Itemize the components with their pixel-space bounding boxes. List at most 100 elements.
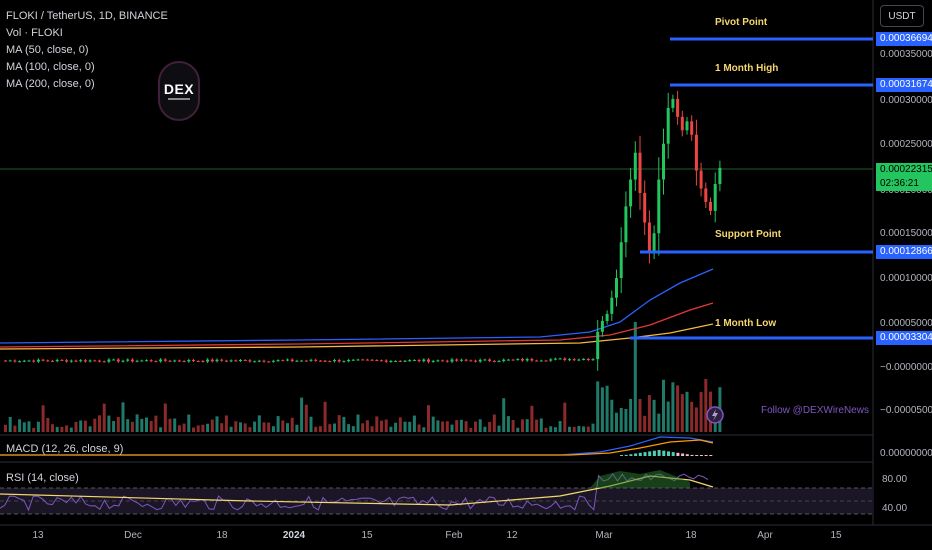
lightning-icon[interactable]: [706, 406, 724, 424]
candle-body: [506, 359, 510, 361]
volume-bar: [281, 420, 285, 432]
x-tick: Dec: [124, 530, 142, 541]
macd-histogram-bar: [662, 450, 666, 456]
volume-bar: [83, 420, 87, 432]
volume-bar: [511, 420, 515, 432]
candle-body: [159, 359, 163, 362]
candle-body: [220, 359, 224, 361]
candle-body: [530, 359, 534, 361]
countdown-tag: 02:36:21: [876, 177, 932, 191]
candlesticks: [4, 91, 722, 371]
candle-body: [32, 360, 36, 362]
volume-bar: [563, 402, 567, 432]
candle-body: [582, 358, 586, 360]
volume-legend[interactable]: Vol · FLOKI: [6, 27, 63, 39]
symbol-title[interactable]: FLOKI / TetherUS, 1D, BINANCE: [6, 10, 168, 22]
volume-bar: [549, 426, 553, 432]
volume-bar: [412, 415, 416, 432]
ma200-line: [0, 323, 714, 350]
volume-bar: [187, 414, 191, 432]
rsi-legend[interactable]: RSI (14, close): [6, 472, 79, 484]
volume-bar: [619, 408, 623, 432]
volume-bar: [610, 399, 614, 432]
volume-bars: [4, 322, 722, 432]
candle-body: [262, 360, 266, 362]
candle-body: [577, 359, 581, 361]
candle-body: [610, 297, 614, 314]
volume-bar: [149, 420, 153, 432]
volume-bar: [93, 418, 97, 432]
ma200-legend[interactable]: MA (200, close, 0): [6, 78, 95, 90]
y-tick: 0.00035000: [880, 49, 932, 60]
support-point-label: Support Point: [715, 229, 782, 240]
currency-button[interactable]: USDT: [880, 5, 924, 27]
volume-bar: [130, 421, 134, 432]
candle-body: [46, 360, 50, 362]
volume-bar: [694, 407, 698, 432]
candle-body: [502, 359, 506, 362]
volume-bar: [685, 391, 689, 432]
candle-body: [271, 360, 275, 362]
candle-body: [102, 361, 106, 363]
volume-bar: [159, 427, 163, 432]
volume-bar: [145, 417, 148, 432]
volume-bar: [474, 421, 477, 432]
volume-bar: [422, 427, 426, 432]
candle-body: [403, 360, 407, 362]
candle-body: [60, 359, 64, 361]
candle-body: [619, 242, 623, 279]
volume-bar: [318, 426, 322, 432]
candle-body: [196, 360, 200, 362]
macd-legend[interactable]: MACD (12, 26, close, 9): [6, 443, 124, 455]
candle-body: [361, 359, 365, 361]
volume-bar: [680, 394, 684, 432]
macd-signal-line: [0, 439, 714, 456]
x-tick: Apr: [757, 530, 773, 541]
candle-body: [662, 143, 665, 180]
candle-body: [699, 170, 703, 189]
volume-bar: [51, 424, 54, 432]
candle-body: [88, 360, 92, 362]
volume-bar: [690, 401, 694, 432]
candle-body: [422, 359, 426, 362]
candle-body: [13, 360, 17, 362]
volume-bar: [243, 423, 247, 432]
candle-body: [126, 359, 130, 361]
x-tick: 18: [685, 530, 697, 541]
candle-body: [521, 359, 524, 361]
candle-body: [525, 359, 529, 361]
volume-bar: [60, 426, 64, 432]
month-high-label: 1 Month High: [715, 63, 779, 74]
candle-body: [676, 98, 680, 117]
rsi-pane: [0, 470, 714, 512]
follow-text: Follow @DEXWireNews: [761, 405, 869, 416]
ma50-legend[interactable]: MA (50, close, 0): [6, 44, 89, 56]
volume-bar: [177, 425, 181, 432]
candle-body: [18, 361, 22, 363]
volume-bar: [4, 424, 7, 432]
candle-body: [539, 360, 543, 362]
candle-body: [206, 359, 210, 362]
candle-body: [549, 359, 553, 361]
candle-body: [168, 360, 172, 362]
macd-histogram-bar: [690, 454, 694, 456]
volume-bar: [502, 398, 506, 432]
macd-histogram-bar: [657, 450, 661, 456]
volume-bar: [65, 425, 69, 432]
candle-body: [450, 359, 454, 362]
candle-body: [318, 360, 322, 362]
candle-body: [572, 359, 576, 361]
candle-body: [497, 361, 501, 363]
candle-body: [605, 313, 609, 322]
volume-bar: [483, 426, 487, 432]
dex-logo: DEX: [158, 61, 200, 121]
macd-histogram-bar: [624, 454, 628, 456]
ma100-legend[interactable]: MA (100, close, 0): [6, 61, 95, 73]
candle-body: [55, 359, 59, 362]
volume-bar: [248, 427, 252, 432]
volume-bar: [380, 420, 383, 432]
volume-bar: [69, 427, 73, 432]
candle-body: [295, 360, 299, 362]
candle-body: [427, 359, 430, 362]
